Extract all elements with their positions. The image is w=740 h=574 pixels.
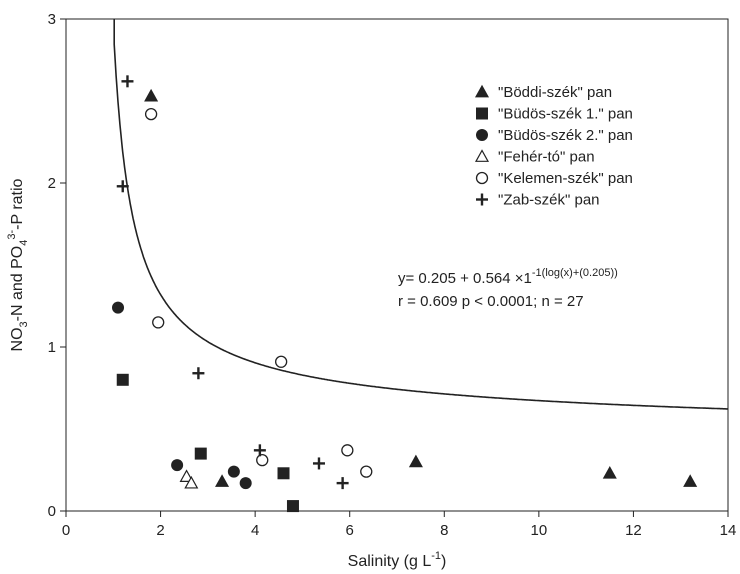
legend-marker-plus (476, 193, 488, 206)
x-axis-label: Salinity (g L-1) (348, 550, 447, 570)
data-point-filled-square (194, 447, 207, 460)
fit-curve (113, 19, 728, 410)
data-point-filled-circle (112, 301, 125, 314)
stats-annotation: r = 0.609 p < 0.0001; n = 27 (398, 293, 584, 310)
data-point-plus (253, 444, 266, 457)
data-point-plus (336, 477, 349, 490)
data-point-filled-square (116, 373, 129, 386)
x-axis-label-sup: -1 (431, 550, 441, 562)
data-point-filled-triangle (215, 474, 230, 487)
x-tick-label: 6 (346, 522, 354, 539)
data-point-filled-square (286, 500, 299, 513)
y-tick-label: 3 (48, 11, 56, 28)
data-point-filled-triangle (602, 466, 617, 479)
data-point-open-circle (274, 355, 288, 368)
x-axis-label-tail: ) (441, 553, 446, 570)
y-tick-label: 0 (48, 503, 56, 520)
data-point-plus (192, 367, 205, 380)
x-axis-ticks: 0 2 4 6 8 10 12 14 (62, 511, 737, 539)
y-axis-ticks: 0 1 2 3 (48, 11, 66, 520)
x-tick-label: 8 (440, 522, 448, 539)
legend-label: "Fehér-tó" pan (498, 149, 595, 166)
data-point-open-circle (144, 107, 158, 121)
data-point-open-circle (152, 316, 165, 329)
data-point-plus (312, 457, 325, 470)
legend-marker-filled-square (476, 107, 488, 120)
y-axis-label: NO3-N and PO43--P ratio (6, 178, 30, 351)
data-point-open-circle (256, 454, 269, 467)
x-tick-label: 0 (62, 522, 70, 539)
data-point-filled-triangle (144, 88, 159, 102)
data-point-filled-circle (227, 465, 240, 478)
x-tick-label: 4 (251, 522, 259, 539)
data-point-filled-square (277, 467, 290, 480)
y-tick-label: 1 (48, 339, 56, 356)
data-point-open-circle (341, 444, 354, 457)
legend-marker-open-triangle (474, 149, 490, 162)
data-point-filled-triangle (408, 454, 423, 468)
legend-marker-open-circle (475, 171, 489, 185)
legend-label: "Kelemen-szék" pan (498, 170, 633, 187)
data-point-filled-circle (171, 459, 184, 472)
legend-label: "Zab-szék" pan (498, 192, 600, 209)
legend-label: "Büdös-szék 1." pan (498, 106, 633, 123)
x-tick-label: 2 (156, 522, 164, 539)
data-points (112, 75, 698, 513)
legend-marker-filled-triangle (474, 84, 490, 98)
data-point-filled-circle (239, 477, 252, 490)
data-point-filled-triangle (683, 474, 698, 487)
legend-marker-filled-circle (476, 129, 488, 141)
equation-annotation: y= 0.205 + 0.564 ×1-1(log(x)+(0.205)) (398, 267, 618, 287)
data-point-plus (121, 75, 134, 88)
x-axis-label-main: Salinity (g L (348, 553, 432, 570)
legend: "Böddi-szék" pan "Büdös-szék 1." pan "Büdö… (474, 84, 633, 209)
x-tick-label: 14 (720, 522, 737, 539)
data-point-plus (116, 180, 129, 193)
legend-label: "Böddi-szék" pan (498, 84, 612, 101)
x-tick-label: 10 (531, 522, 548, 539)
equation-exponent: -1(log(x)+(0.205)) (532, 267, 618, 279)
plot-frame (65, 18, 729, 512)
legend-label: "Büdös-szék 2." pan (498, 127, 633, 144)
y-tick-label: 2 (48, 175, 56, 192)
data-point-open-triangle (179, 469, 194, 482)
equation-main: y= 0.205 + 0.564 ×1 (398, 270, 532, 287)
data-point-open-triangle (184, 475, 199, 489)
data-point-open-circle (360, 465, 373, 478)
x-tick-label: 12 (625, 522, 642, 539)
